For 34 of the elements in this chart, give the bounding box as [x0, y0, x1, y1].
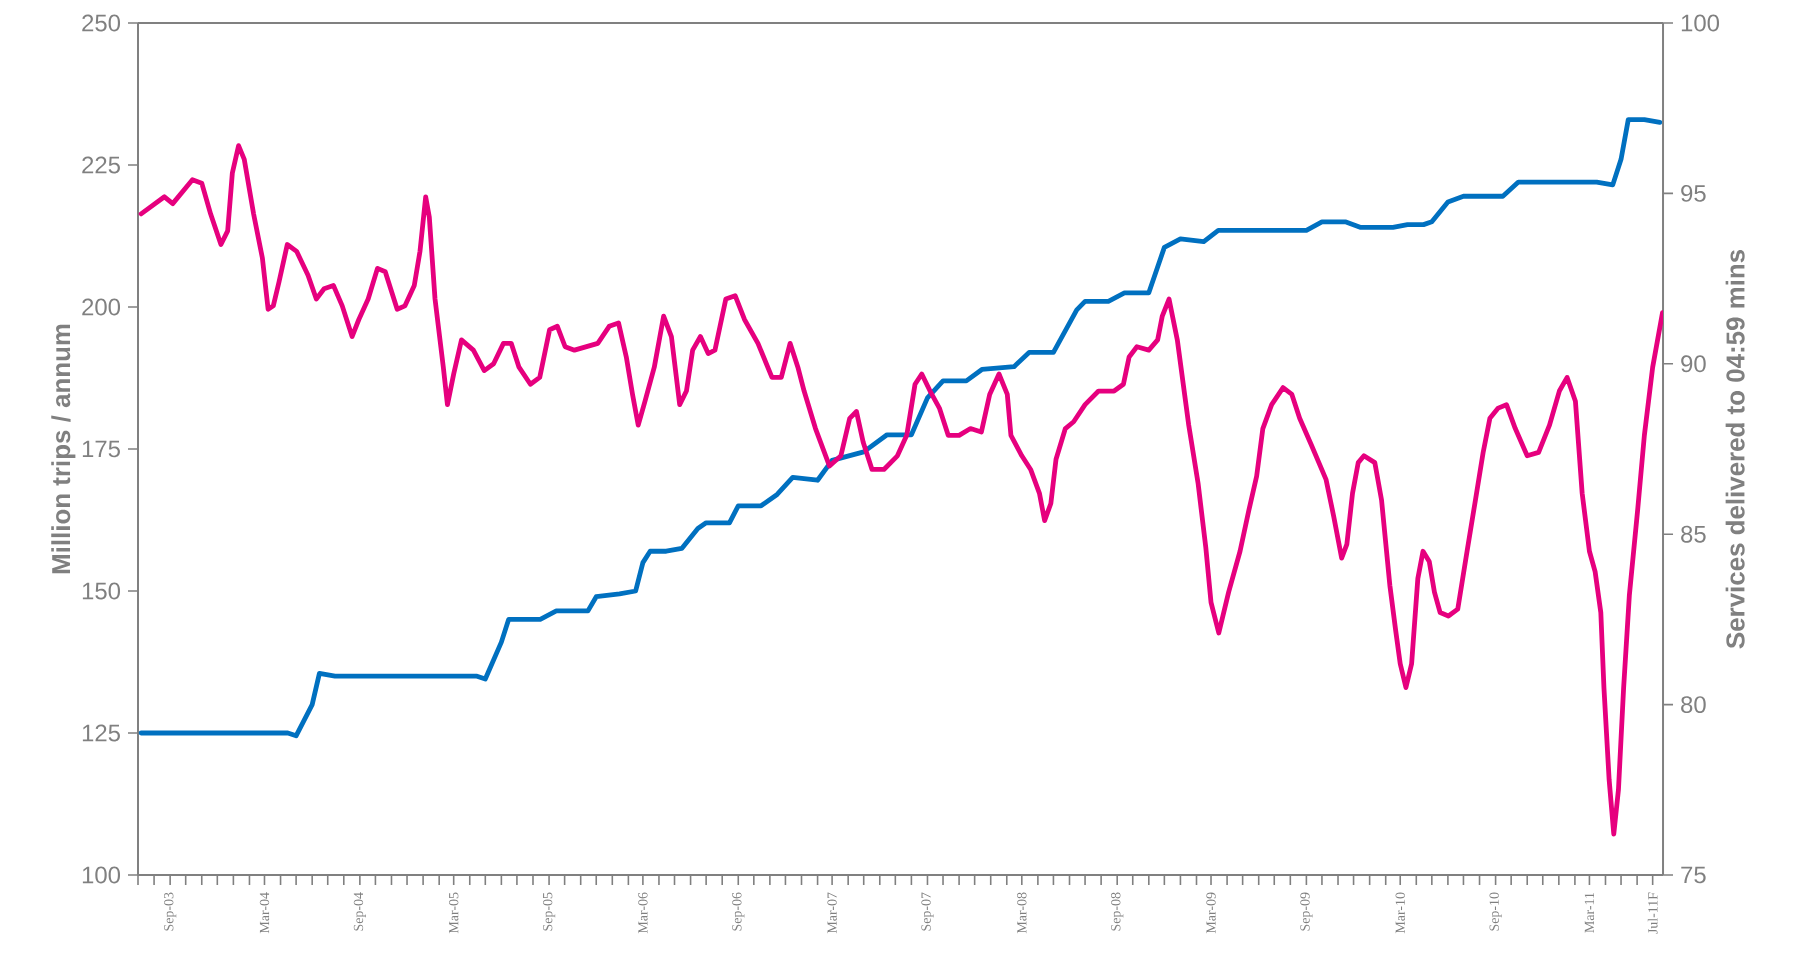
x-tick-label: Mar-08 [1017, 892, 1027, 934]
x-tick-label: Mar-11 [1584, 892, 1595, 933]
y-tick-label: 250 [82, 14, 121, 32]
y2-axis-title: Services delivered to 04:59 mins [1725, 249, 1745, 649]
y2-tick-label: 95 [1681, 184, 1706, 202]
x-tick-label: Sep-07 [921, 892, 934, 931]
y-tick-label: 200 [82, 298, 121, 316]
x-tick-label: Mar-06 [638, 892, 648, 934]
y2-tick-label: 100 [1681, 14, 1720, 32]
x-tick-label: Mar-07 [827, 892, 837, 934]
x-tick-label: Sep-09 [1300, 892, 1313, 931]
x-tick-label: Mar-10 [1395, 892, 1405, 934]
x-tick-label: Sep-08 [1111, 892, 1124, 931]
y-axis-title: Million trips / annum [51, 324, 76, 574]
y-tick-label: 100 [82, 866, 121, 884]
y-tick-label: 150 [82, 582, 121, 600]
x-tick-label: Sep-04 [353, 892, 366, 931]
y2-tick-label: 85 [1681, 525, 1706, 543]
x-tick-label: Mar-09 [1206, 892, 1216, 934]
x-tick-label: Jul-11F [1647, 892, 1658, 934]
line-series [138, 117, 1663, 739]
y-tick-label: 125 [82, 724, 120, 742]
y2-tick-label: 80 [1681, 696, 1706, 714]
line-series [138, 143, 1664, 837]
x-tick-label: Mar-05 [448, 892, 459, 934]
x-tick-label: Sep-03 [164, 892, 177, 931]
y2-tick-label: 75 [1681, 866, 1706, 884]
y2-tick-label: 90 [1681, 355, 1706, 373]
x-tick-label: Sep-10 [1489, 892, 1502, 931]
y-tick-label: 175 [82, 440, 120, 458]
y-tick-label: 225 [82, 156, 120, 174]
x-tick-label: Sep-05 [542, 892, 556, 931]
x-tick-label: Sep-06 [732, 892, 745, 931]
x-tick-label: Mar-04 [259, 892, 270, 934]
